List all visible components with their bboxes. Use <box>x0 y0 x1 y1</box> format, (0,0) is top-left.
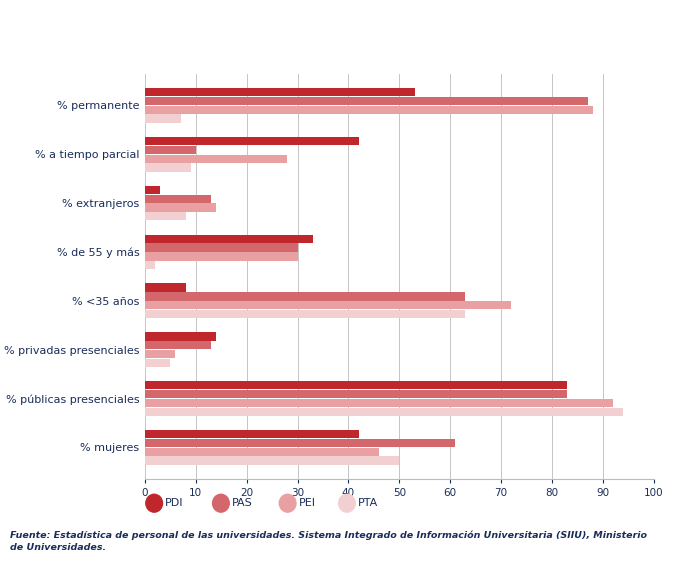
Text: PTA: PTA <box>358 498 378 508</box>
Bar <box>145 456 399 465</box>
Bar <box>145 137 359 145</box>
Ellipse shape <box>212 494 229 512</box>
Bar <box>145 204 216 211</box>
Bar <box>145 359 171 367</box>
Bar <box>145 163 191 172</box>
Bar <box>145 146 195 154</box>
Bar <box>145 399 613 407</box>
Bar <box>145 243 298 252</box>
Bar <box>145 105 592 114</box>
Bar <box>145 332 216 341</box>
Text: PDI: PDI <box>165 498 184 508</box>
Ellipse shape <box>338 494 355 512</box>
Text: PAS: PAS <box>232 498 253 508</box>
Text: Gráfico 15. Perfil del personal de las universidades españolas por tipo de colec: Gráfico 15. Perfil del personal de las u… <box>8 24 640 35</box>
Text: PEI: PEI <box>299 498 315 508</box>
Bar <box>145 186 160 194</box>
Bar <box>145 88 415 96</box>
Bar <box>145 194 211 203</box>
Ellipse shape <box>146 494 162 512</box>
Bar <box>145 155 287 163</box>
Bar <box>145 115 181 123</box>
Bar <box>145 212 185 221</box>
Bar <box>145 97 588 105</box>
Bar <box>145 252 298 261</box>
Bar <box>145 310 466 318</box>
Bar <box>145 350 175 358</box>
Bar <box>145 381 568 390</box>
Bar <box>145 261 155 269</box>
Text: Fuente: Estadística de personal de las universidades. Sistema Integrado de Infor: Fuente: Estadística de personal de las u… <box>10 530 647 552</box>
Bar <box>145 301 512 310</box>
Bar <box>145 292 466 301</box>
Ellipse shape <box>279 494 296 512</box>
Bar <box>145 390 568 398</box>
Bar <box>145 341 211 349</box>
Bar <box>145 439 456 447</box>
Bar <box>145 284 185 292</box>
Bar <box>145 408 623 416</box>
Bar <box>145 430 359 438</box>
Bar <box>145 447 379 456</box>
Bar <box>145 235 313 243</box>
